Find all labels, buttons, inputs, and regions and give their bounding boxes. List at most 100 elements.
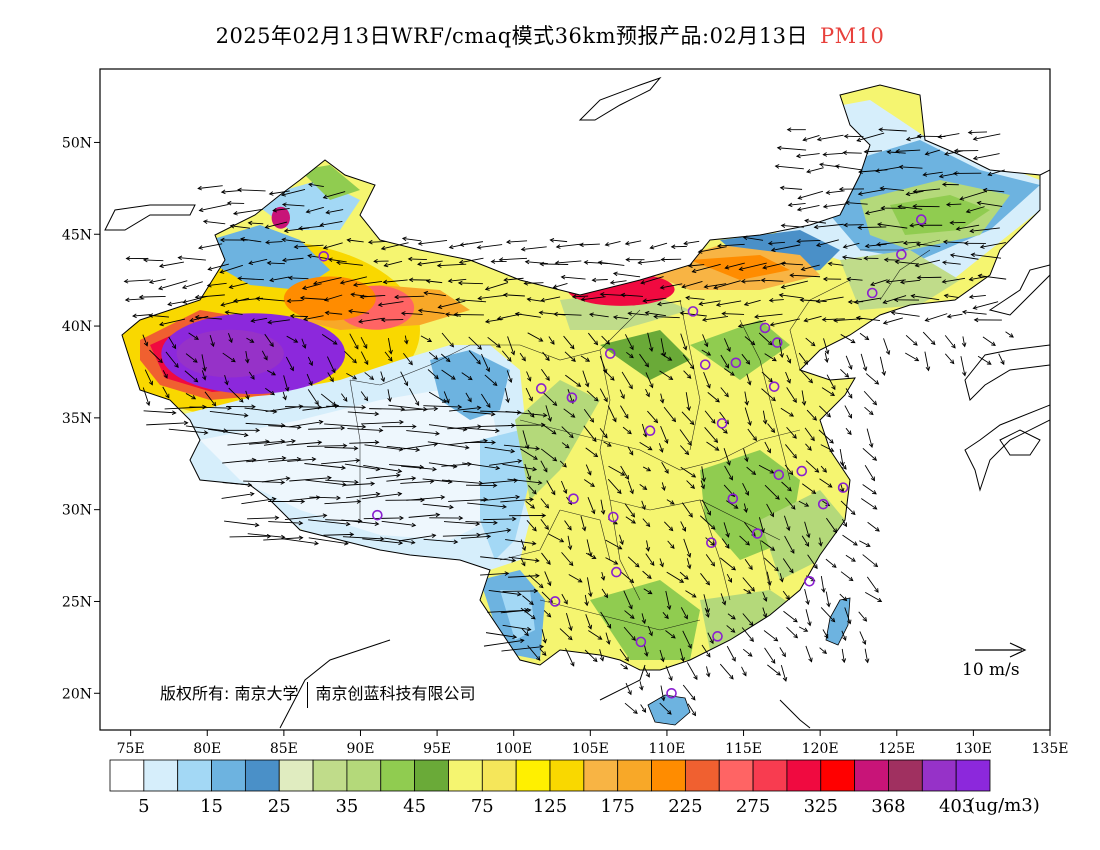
wind-arrow — [770, 318, 800, 326]
wind-arrowhead — [245, 395, 250, 401]
wind-arrow — [707, 632, 714, 644]
wind-arrow — [699, 515, 716, 530]
wind-arrow — [402, 408, 438, 411]
wind-arrow — [775, 165, 804, 170]
wind-arrow — [527, 332, 543, 342]
wind-arrow — [580, 515, 586, 531]
wind-arrow — [565, 374, 581, 387]
wind-arrow — [248, 258, 268, 264]
wind-arrowhead — [266, 260, 272, 266]
wind-arrow — [363, 465, 402, 472]
wind-arrow — [762, 607, 767, 618]
wind-arrow — [584, 649, 598, 662]
wind-arrow — [505, 539, 536, 545]
wind-arrowhead — [237, 187, 242, 193]
wind-arrowhead — [191, 395, 197, 400]
wind-arrowhead — [795, 153, 801, 159]
wind-arrowhead — [564, 444, 570, 449]
wind-arrowhead — [620, 394, 625, 400]
wind-arrowhead — [689, 364, 695, 370]
wind-arrowhead — [660, 657, 665, 663]
wind-arrow — [840, 483, 844, 492]
wind-arrow — [707, 391, 720, 403]
wind-arrow — [947, 313, 963, 318]
wind-arrow — [960, 190, 987, 200]
station-marker — [635, 636, 647, 648]
wind-arrowhead — [846, 276, 851, 282]
wind-arrow — [383, 279, 408, 283]
wind-arrow — [286, 335, 298, 343]
wind-arrowhead — [645, 522, 651, 528]
wind-arrowhead — [943, 293, 949, 299]
wind-arrow — [613, 272, 641, 278]
wind-arrowhead — [721, 311, 726, 317]
wind-arrowhead — [743, 301, 749, 307]
wind-arrowhead — [230, 357, 236, 363]
wind-arrow — [418, 239, 448, 245]
wind-arrow — [556, 243, 583, 248]
wind-arrowhead — [123, 278, 129, 284]
wind-arrowhead — [526, 626, 532, 632]
wind-arrow — [840, 334, 856, 344]
wind-arrow — [857, 132, 885, 142]
wind-arrowhead — [181, 284, 187, 290]
wind-arrow — [622, 426, 632, 435]
wind-arrowhead — [882, 299, 888, 304]
colorbar-swatch — [515, 759, 551, 792]
wind-arrowhead — [569, 433, 574, 439]
wind-arrow — [704, 427, 718, 443]
wind-arrow — [143, 259, 164, 262]
wind-arrow — [387, 337, 392, 354]
wind-arrowhead — [549, 237, 555, 243]
wind-arrowhead — [840, 461, 845, 467]
wind-arrowhead — [445, 357, 451, 363]
wind-arrowhead — [606, 623, 612, 629]
wind-arrow — [895, 261, 919, 265]
wind-arrow — [923, 171, 943, 176]
wind-arrow — [149, 278, 166, 283]
wind-arrowhead — [540, 297, 546, 303]
wind-arrow — [503, 444, 540, 450]
wind-arrowhead — [387, 397, 392, 403]
wind-arrowhead — [624, 656, 629, 662]
wind-arrowhead — [202, 366, 207, 372]
wind-arrowhead — [363, 344, 368, 350]
wind-arrow — [443, 521, 480, 525]
wind-arrow — [607, 405, 617, 422]
wind-arrowhead — [314, 400, 319, 406]
wind-arrowhead — [457, 404, 463, 410]
wind-arrowhead — [942, 239, 948, 245]
wind-arrowhead — [308, 381, 313, 387]
wind-arrow — [623, 626, 636, 641]
wind-arrow — [168, 336, 176, 349]
wind-arrow — [744, 336, 755, 345]
wind-arrowhead — [363, 396, 369, 402]
lon-label-130E: 130E — [955, 741, 992, 757]
lat-label-35N: 35N — [62, 411, 92, 427]
station-marker — [666, 687, 677, 699]
wind-arrowhead — [771, 396, 776, 402]
hainan-island — [647, 694, 691, 726]
wind-arrow — [1005, 331, 1014, 338]
wind-arrowhead — [642, 485, 648, 490]
wind-arrowhead — [538, 337, 544, 342]
wind-arrow — [864, 406, 874, 415]
colorbar-swatch — [143, 759, 179, 792]
wind-arrowhead — [174, 363, 179, 368]
wind-arrow — [465, 392, 472, 402]
wind-arrow — [484, 446, 515, 452]
wind-arrow — [782, 590, 790, 600]
wind-arrowhead — [415, 447, 421, 452]
wind-arrowhead — [829, 447, 835, 452]
wind-arrowhead — [542, 412, 548, 418]
colorbar-label: 403 — [939, 796, 973, 817]
wind-arrowhead — [803, 317, 809, 323]
wind-vectors — [123, 127, 1014, 717]
wind-arrowhead — [822, 152, 828, 157]
wind-arrowhead — [808, 378, 814, 384]
wind-arrowhead — [862, 617, 868, 622]
wind-arrow — [456, 299, 487, 303]
lat-label-40N: 40N — [62, 319, 92, 335]
wind-arrow — [856, 317, 881, 321]
map-title: 2025年02月13日WRF/cmaq模式36km预报产品:02月13日 PM10 — [0, 20, 1100, 50]
